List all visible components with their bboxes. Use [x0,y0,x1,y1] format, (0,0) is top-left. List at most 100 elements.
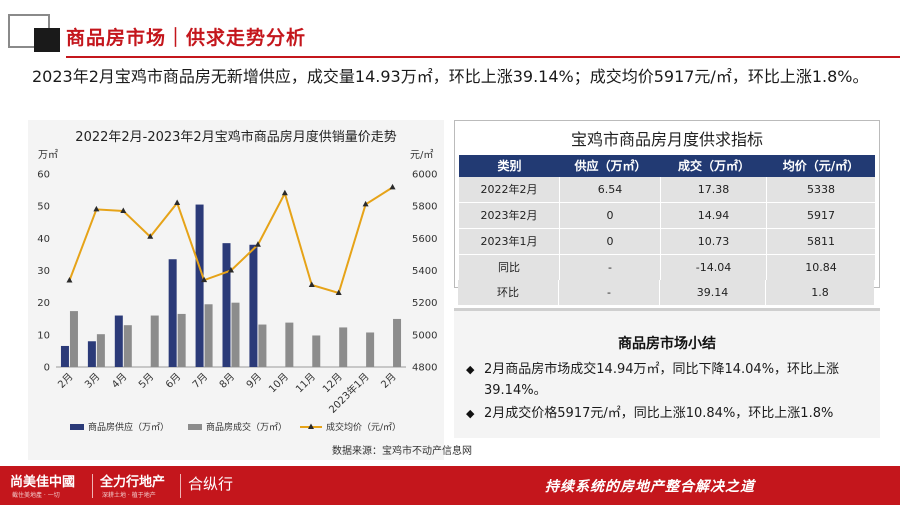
brand-subtitle: 截住美地產 · 一切 [12,492,60,499]
table-header-category: 类别 [497,159,522,173]
supply-bar [60,345,69,367]
table-header-deal: 成交（万㎡） [677,159,750,173]
table-cell: 5917 [807,209,835,222]
header-underline [66,56,900,58]
deal-bar [312,335,321,367]
price-point [93,205,100,212]
table-title: 宝鸡市商品房月度供求指标 [570,130,763,149]
supply-bar [195,204,204,367]
table-cell: 2022年2月 [459,177,560,203]
chart-title: 2022年2月-2023年2月宝鸡市商品房月度供销量价走势 [75,130,397,145]
deal-bar [393,318,402,367]
x-tick-label: 4月 [109,371,129,391]
price-point [254,241,261,247]
table-row: 2023年1月 0 10.73 5811 [459,229,875,255]
y-right-tick-label: 4800 [412,363,437,374]
y-left-tick-label: 50 [37,202,50,213]
price-point [147,233,154,239]
table-row: 2022年2月 6.54 17.38 5338 [459,177,875,203]
table-cell: 14.94 [661,203,767,229]
chart-panel [28,120,444,460]
legend-label-deal: 商品房成交（万㎡） [206,421,287,433]
table-header-price: 均价（元/㎡） [782,159,860,173]
deal-bar [177,313,186,367]
conclusion-title: 商品房市场小结 [618,336,716,352]
conclusion-item-text: 2月成交价格5917元/㎡，同比上涨10.84%，环比上涨1.8% [484,406,834,421]
indicator-table-panel: 宝鸡市商品房月度供求指标 类别 供应（万㎡） 成交（万㎡） 均价（元/㎡） 20… [454,120,880,288]
table-row: 环比 - 39.14 1.8 [458,280,874,306]
table-cell: 0 [560,203,661,229]
footer-divider [180,474,181,498]
conclusion-item-text: 2月商品房市场成交14.94万㎡，同比下降14.04%，环比上涨39.14%。 [484,362,840,398]
x-tick-label: 9月 [244,371,264,391]
table-header-supply: 供应（万㎡） [574,159,647,173]
diamond-bullet-icon: ◆ [466,363,475,376]
price-point [201,276,208,283]
legend-swatch-deal [188,424,202,430]
deal-bar [258,324,267,367]
table-cell: 5338 [807,183,835,196]
price-point [362,200,369,207]
x-tick-label: 2月 [56,371,76,391]
y-right-tick-label: 5600 [412,234,437,245]
table-cell: - [559,280,660,306]
y-left-tick-label: 40 [37,234,50,245]
table-cell: 1.8 [811,286,829,299]
page-title: 商品房市场｜供求走势分析 [66,27,307,49]
supply-bar [168,259,177,367]
header-deco-square [34,28,60,52]
table-cell: 同比 [459,255,560,281]
deal-bar [339,327,348,367]
x-tick-label: 2月 [379,371,399,391]
deal-bar [285,322,294,367]
table-cell: 2023年2月 [459,203,560,229]
conclusion-item: ◆ 2月成交价格5917元/㎡，同比上涨10.84%，环比上涨1.8% [466,403,864,424]
table-cell: 环比 [458,280,559,306]
footer-slogan: 持续系统的房地产整合解决之道 [545,479,755,495]
y-left-tick-label: 60 [37,170,50,181]
supply-bar [249,244,258,367]
table-cell: 0 [560,229,661,255]
supply-bar [114,315,123,367]
price-point [308,281,315,287]
deal-bar [69,311,78,367]
footer-divider [92,474,93,498]
price-point [335,289,342,296]
x-tick-label: 11月 [293,371,318,396]
brand-logo-quanlixing: 全力行地产 [100,475,166,490]
deal-bar [204,304,213,367]
x-tick-label: 8月 [217,371,237,391]
table-cell: 6.54 [560,177,661,203]
table-cell: 17.38 [661,177,767,203]
table-cell: 10.73 [661,229,767,255]
y-right-tick-label: 5000 [412,330,437,341]
legend-marker-price [308,423,314,429]
table-row: 2023年2月 0 14.94 5917 [459,203,875,229]
table-cell: - [560,255,661,281]
deal-bar [231,302,240,367]
price-point [281,189,288,196]
x-tick-label: 10月 [266,371,291,396]
table-cell: 5811 [807,235,835,248]
chart-source: 数据来源：宝鸡市不动产信息网 [332,446,472,457]
table-row: 同比 - -14.04 10.84 [459,255,875,281]
brand-logo-shangmeijia: 尚美佳中國 [10,475,76,490]
price-line [68,186,394,295]
y-left-tick-label: 10 [37,330,50,341]
legend-label-supply: 商品房供应（万㎡） [88,421,169,433]
conclusion-item: ◆ 2月商品房市场成交14.94万㎡，同比下降14.04%，环比上涨39.14%… [466,359,864,401]
diamond-bullet-icon: ◆ [466,407,475,420]
legend-swatch-supply [70,424,84,430]
brand-subtitle: 深耕土地 · 植于地产 [102,492,156,499]
y-left-tick-label: 20 [37,298,50,309]
price-point [120,207,127,213]
x-tick-label: 6月 [163,371,183,391]
y-right-unit-label: 元/㎡ [410,149,433,161]
y-right-tick-label: 5200 [412,298,437,309]
summary-text: 2023年2月宝鸡市商品房无新增供应，成交量14.93万㎡，环比上涨39.14%… [32,67,869,86]
x-tick-label: 12月 [320,371,345,396]
y-left-unit-label: 万㎡ [38,149,58,161]
table-header: 类别 供应（万㎡） 成交（万㎡） 均价（元/㎡） [459,155,875,177]
x-tick-label: 3月 [82,371,102,391]
